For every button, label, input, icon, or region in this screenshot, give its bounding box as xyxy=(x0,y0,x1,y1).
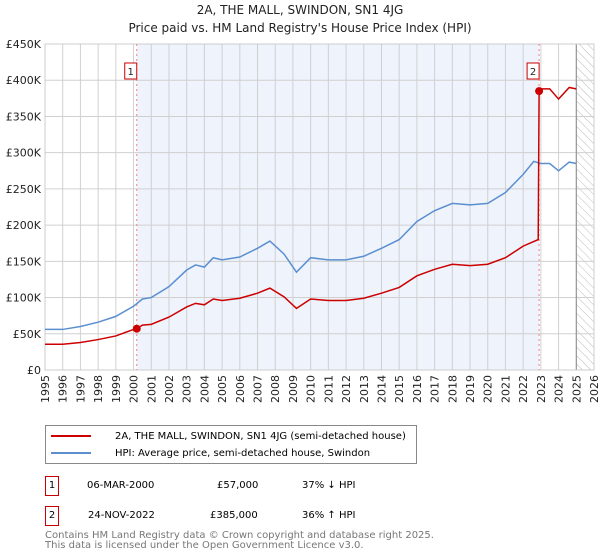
x-tick-label: 2002 xyxy=(163,375,176,403)
y-tick-label: £100K xyxy=(6,292,42,305)
hpi-line xyxy=(45,160,577,331)
sale-price: £57,000 xyxy=(217,480,259,491)
shaded-period xyxy=(136,44,540,370)
x-tick-label: 2022 xyxy=(517,375,530,403)
sale-label: 2 xyxy=(530,67,536,78)
x-tick-label: 2026 xyxy=(588,375,600,403)
future-hatch xyxy=(576,44,594,370)
footer-line: This data is licensed under the Open Gov… xyxy=(45,540,364,551)
sale-price: £385,000 xyxy=(210,510,258,521)
sale-date: 24-NOV-2022 xyxy=(88,510,155,521)
y-tick-label: £300K xyxy=(6,147,42,160)
chart-title: 2A, THE MALL, SWINDON, SN1 4JG xyxy=(196,3,404,17)
price-chart: 1995 1996 1997 1998 1999 2000 2001 2002 2003 2004… xyxy=(6,38,600,403)
x-tick-label: 2008 xyxy=(269,375,282,403)
x-tick-label: 1999 xyxy=(110,375,123,403)
x-tick-label: 2009 xyxy=(287,375,300,403)
y-tick-label: £250K xyxy=(6,183,42,196)
x-tick-label: 2013 xyxy=(358,375,371,403)
legend-label: HPI: Average price, semi-detached house,… xyxy=(115,447,371,459)
y-tick-label: £400K xyxy=(6,74,42,87)
x-tick-label: 1997 xyxy=(74,375,87,403)
y-tick-label: £0 xyxy=(27,364,41,377)
legend-swatch xyxy=(51,435,91,437)
x-tick-label: 2015 xyxy=(393,375,406,403)
legend-label: 2A, THE MALL, SWINDON, SN1 4JG (semi-det… xyxy=(115,430,406,442)
x-tick-label: 2011 xyxy=(322,375,335,403)
x-tick-label: 1996 xyxy=(57,375,70,403)
sale-label-box xyxy=(124,62,138,80)
legend: 2A, THE MALL, SWINDON, SN1 4JG (semi-det… xyxy=(45,425,417,464)
sale-point xyxy=(535,87,544,96)
y-tick-label: £50K xyxy=(13,328,42,341)
sale-badge: 1 xyxy=(45,476,59,496)
x-tick-label: 2004 xyxy=(198,375,211,403)
legend-item-hpi: HPI: Average price, semi-detached house,… xyxy=(46,445,370,461)
x-tick-label: 2018 xyxy=(446,375,459,403)
x-tick-label: 2003 xyxy=(181,375,194,403)
x-tick-label: 2006 xyxy=(234,375,247,403)
x-tick-label: 1998 xyxy=(92,375,105,403)
sale-date: 06-MAR-2000 xyxy=(87,480,155,491)
footer-line: Contains HM Land Registry data © Crown c… xyxy=(45,530,434,541)
x-tick-label: 2007 xyxy=(252,375,265,403)
x-tick-label: 2001 xyxy=(145,375,158,403)
sale-label-box xyxy=(526,62,540,80)
sale-label: 1 xyxy=(128,67,134,78)
x-tick-label: 2019 xyxy=(464,375,477,403)
y-tick-label: £200K xyxy=(6,219,42,232)
sale-point xyxy=(132,324,141,333)
x-tick-label: 2020 xyxy=(482,375,495,403)
footer: Contains HM Land Registry data © Crown c… xyxy=(45,531,434,551)
x-tick-label: 2016 xyxy=(411,375,424,403)
x-tick-label: 2005 xyxy=(216,375,229,403)
x-tick-label: 2025 xyxy=(570,375,583,403)
plot-frame xyxy=(44,43,595,371)
sale-hpi-diff: 36% ↑ HPI xyxy=(302,510,356,521)
x-tick-label: 1995 xyxy=(39,375,52,403)
x-tick-label: 2012 xyxy=(340,375,353,403)
x-tick-label: 2010 xyxy=(305,375,318,403)
x-tick-label: 2014 xyxy=(375,375,388,403)
y-tick-label: £350K xyxy=(6,110,42,123)
x-tick-label: 2023 xyxy=(535,375,548,403)
legend-item-property: 2A, THE MALL, SWINDON, SN1 4JG (semi-det… xyxy=(46,428,406,444)
x-tick-label: 2017 xyxy=(429,375,442,403)
sale-badge: 2 xyxy=(45,506,59,526)
x-tick-label: 2000 xyxy=(128,375,141,403)
sale-hpi-diff: 37% ↓ HPI xyxy=(302,480,356,491)
chart-subtitle: Price paid vs. HM Land Registry's House … xyxy=(128,21,472,35)
x-tick-label: 2024 xyxy=(553,375,566,403)
legend-swatch xyxy=(51,452,91,454)
x-tick-label: 2021 xyxy=(499,375,512,403)
y-tick-label: £450K xyxy=(6,38,42,51)
y-tick-label: £150K xyxy=(6,255,42,268)
